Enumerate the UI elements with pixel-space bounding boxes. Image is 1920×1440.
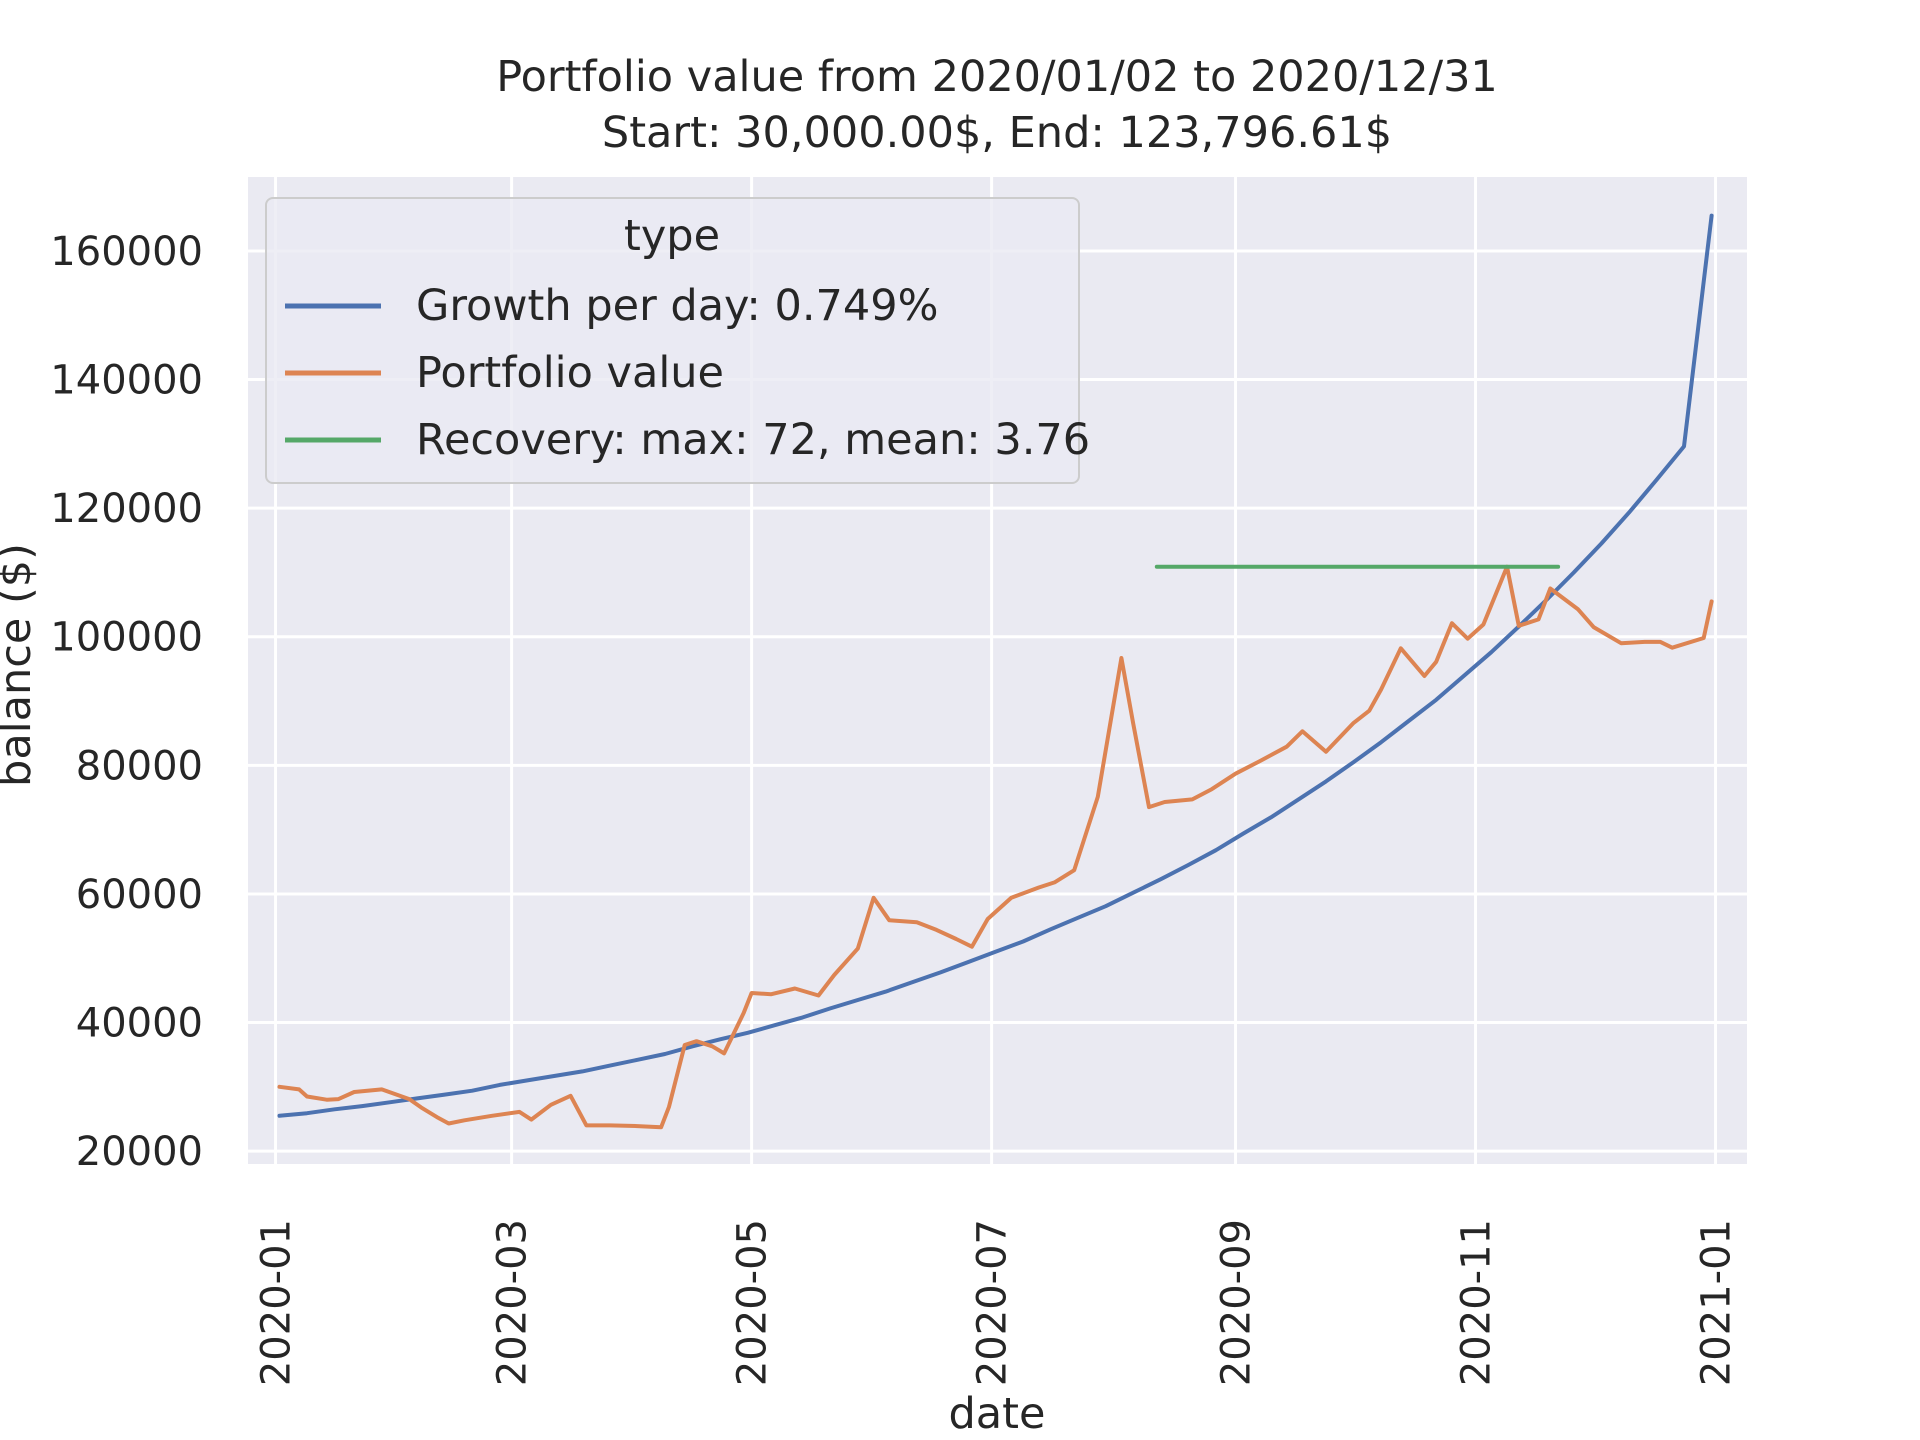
y-tick-label: 100000 [50,615,203,661]
chart-subtitle: Start: 30,000.00$, End: 123,796.61$ [602,108,1392,158]
x-tick-label: 2020-09 [1214,1219,1260,1386]
x-tick-label: 2020-03 [490,1219,536,1386]
legend-label-recovery: Recovery: max: 72, mean: 3.76 [416,415,1090,465]
legend-label-growth: Growth per day: 0.749% [416,281,939,331]
legend-box [265,197,1080,484]
y-tick-label: 160000 [50,229,203,275]
x-tick-label: 2020-07 [970,1219,1016,1386]
x-axis-label: date [949,1389,1046,1439]
y-tick-label: 60000 [76,872,203,918]
y-tick-label: 120000 [50,486,203,532]
series-line-0 [277,213,1714,1118]
y-tick-label: 20000 [76,1129,203,1175]
x-tick-label: 2020-05 [730,1219,776,1386]
x-tick-labels: 2020-01 2020-03 2020-05 2020-07 2020-09 2020-… [254,1219,1740,1386]
x-tick-label: 2020-11 [1454,1219,1500,1386]
legend-label-portfolio: Portfolio value [416,348,724,398]
y-tick-labels: 20000 40000 60000 80000 100000 120000 140000 16… [50,229,203,1175]
y-tick-label: 80000 [76,743,203,789]
y-axis-label: balance ($) [0,543,41,787]
legend: type Growth per day: 0.749% Portfolio va… [265,197,1090,484]
y-tick-label: 40000 [76,1001,203,1047]
x-tick-label: 2021-01 [1694,1219,1740,1386]
chart-title: Portfolio value from 2020/01/02 to 2020/… [496,52,1498,102]
series-lines [277,213,1714,1130]
x-tick-label: 2020-01 [254,1219,300,1386]
y-tick-label: 140000 [50,358,203,404]
legend-title: type [624,211,720,261]
series-line-1 [277,564,1714,1130]
